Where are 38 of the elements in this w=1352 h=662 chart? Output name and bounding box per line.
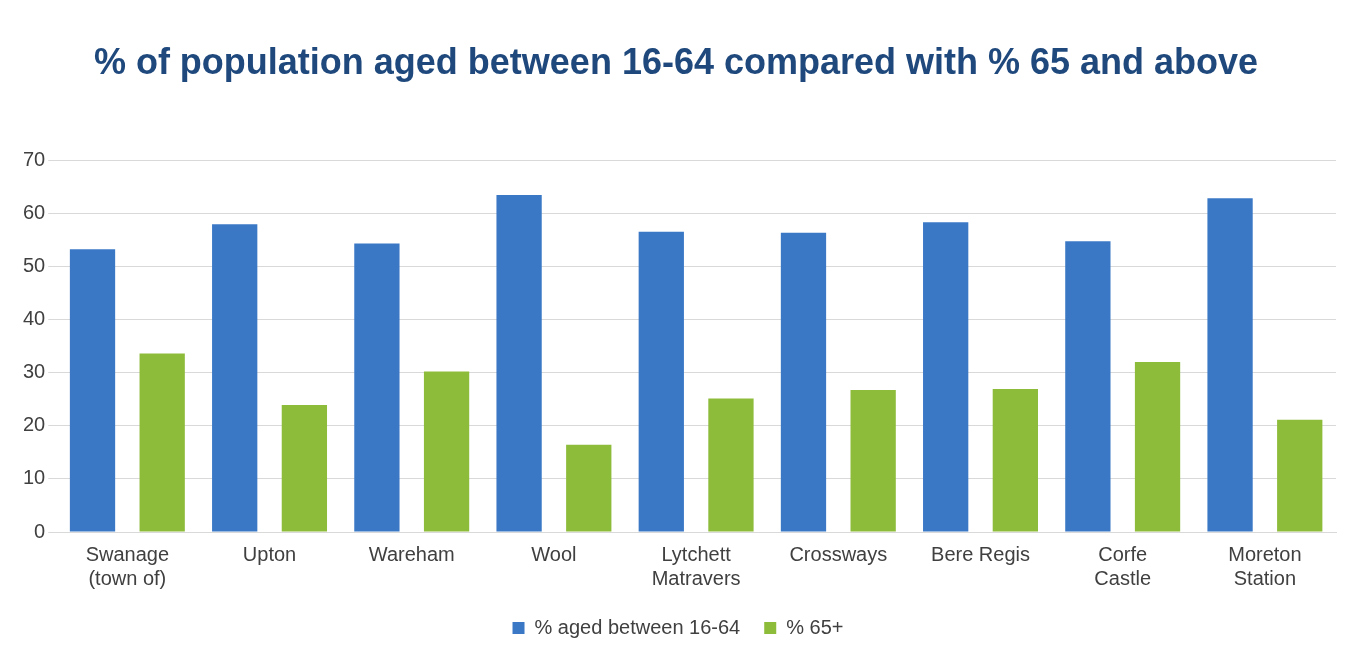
bar (1207, 198, 1253, 532)
x-tick-label: Bere Regis (931, 542, 1030, 565)
x-tick-label: Corfe Castle (1094, 542, 1152, 589)
y-tick-label: 30 (23, 360, 46, 383)
bar (992, 389, 1038, 532)
bar (850, 390, 896, 532)
y-tick-label: 70 (23, 147, 46, 170)
bar (708, 398, 754, 532)
x-tick-label: Swanage (town of) (85, 542, 170, 589)
bar (566, 444, 612, 532)
bar (1277, 419, 1323, 532)
x-tick-label: Lytchett Matravers (651, 542, 741, 589)
y-tick-label: 40 (23, 306, 46, 329)
bar (281, 404, 328, 532)
x-tick-label: Upton (242, 542, 297, 565)
bar (139, 353, 185, 532)
y-tick-label: 0 (34, 519, 46, 542)
bar (423, 371, 470, 532)
y-tick-label: 20 (23, 413, 46, 436)
bar (496, 195, 542, 532)
legend-label: % 65+ (786, 615, 844, 638)
chart-title: % of population aged between 16-64 compared with % 65 and above (92, 40, 1260, 84)
bar (638, 231, 684, 532)
bar (69, 249, 116, 532)
x-tick-label: Crossways (789, 542, 888, 565)
bar (212, 224, 258, 532)
bar (780, 232, 827, 532)
bar (923, 222, 969, 532)
bar (1065, 241, 1111, 532)
x-tick-label: Moreton Station (1228, 542, 1302, 589)
bar (354, 243, 400, 532)
legend-label: % aged between 16-64 (534, 615, 741, 638)
x-tick-label: Wareham (368, 542, 455, 565)
y-tick-label: 10 (23, 466, 46, 489)
bar (1134, 361, 1181, 532)
x-tick-label: Wool (531, 542, 577, 565)
y-tick-label: 60 (23, 200, 46, 223)
y-tick-label: 50 (23, 253, 46, 276)
